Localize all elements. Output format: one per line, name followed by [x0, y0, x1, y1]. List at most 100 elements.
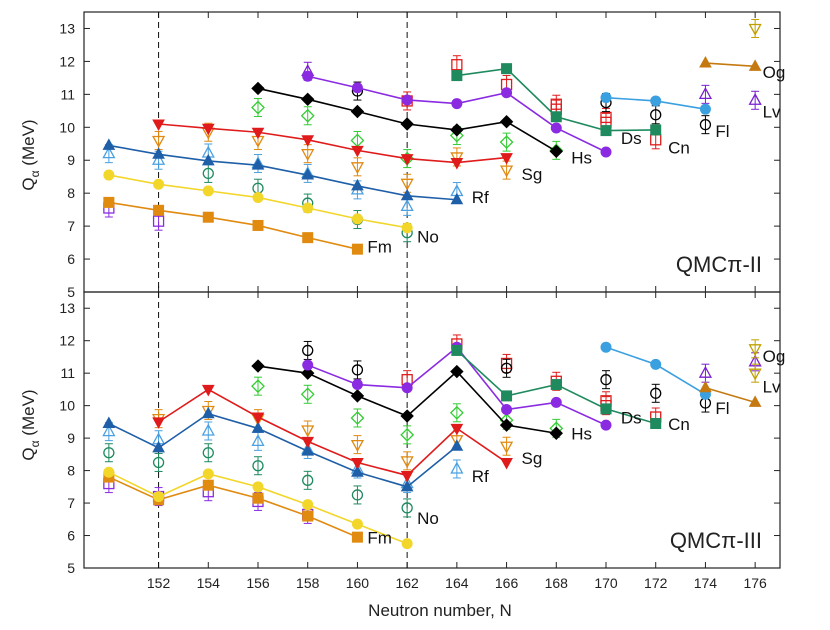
y-tick-label-top: 7 [67, 218, 75, 234]
data-point-no [252, 481, 264, 493]
data-point-fm [103, 196, 115, 208]
experimental-point-fl [650, 387, 662, 399]
data-point-fm [252, 492, 264, 504]
model-label-suffix: -III [736, 528, 762, 553]
experimental-point-sg [400, 456, 414, 469]
element-label-cn: Cn [668, 139, 690, 158]
data-point-fl [650, 358, 662, 370]
data-point-fm [351, 243, 363, 255]
y-tick-label-top: 6 [67, 251, 75, 267]
data-point-rf [450, 439, 464, 451]
data-point-no [401, 538, 413, 550]
experimental-point-lv [698, 87, 713, 100]
experimental-point-no [401, 502, 413, 514]
data-point-rf [351, 465, 364, 477]
data-point-hs [251, 359, 265, 373]
experimental-point-sg [499, 165, 514, 178]
experimental-point-sg [350, 162, 365, 175]
element-label-no: No [417, 228, 439, 247]
element-label-rf: Rf [472, 188, 489, 207]
y-tick-label-bottom: 12 [59, 333, 75, 349]
y-tick-label-top: 8 [67, 185, 75, 201]
element-label-lv: Lv [763, 378, 781, 397]
data-point-no [103, 169, 115, 181]
y-tick-label-bottom: 13 [59, 300, 75, 316]
element-label-fl: Fl [715, 399, 729, 418]
data-point-og [699, 56, 712, 68]
data-point-sg [152, 417, 165, 429]
experimental-point-hs [251, 379, 265, 394]
experimental-point-sg [450, 435, 464, 448]
data-point-sg [201, 123, 215, 136]
data-point-no [202, 468, 214, 480]
experimental-point-sg [400, 178, 414, 191]
experimental-point-hs [499, 135, 514, 150]
data-point-no [103, 466, 115, 478]
data-point-rf [301, 168, 315, 180]
data-point-rf [251, 158, 265, 170]
data-point-no [153, 178, 165, 190]
data-point-cn [451, 344, 463, 356]
data-point-fm [302, 510, 314, 522]
experimental-point-lv [698, 365, 713, 378]
x-tick-label: 160 [346, 575, 370, 591]
element-label-sg: Sg [521, 165, 542, 184]
element-label-cn: Cn [668, 415, 690, 434]
data-point-sg [301, 436, 315, 449]
experimental-point-no [351, 489, 364, 501]
x-tick-label: 166 [495, 575, 519, 591]
series-line-og [705, 62, 756, 68]
data-point-no [401, 222, 413, 234]
x-tick-label: 176 [743, 575, 767, 591]
x-axis-label: Neutron number, N [368, 601, 512, 620]
data-point-og [699, 380, 712, 393]
experimental-point-sg [301, 148, 315, 161]
data-point-fl [600, 341, 612, 353]
data-point-ds [600, 419, 612, 431]
experimental-point-og [748, 344, 762, 357]
experimental-point-hs [449, 405, 464, 420]
experimental-point-sg [301, 425, 315, 438]
data-point-ds [351, 82, 363, 94]
experimental-point-ds [451, 59, 463, 71]
element-label-lv: Lv [763, 102, 781, 121]
x-tick-label: 156 [246, 575, 270, 591]
model-label-top: QMCπ-II [676, 252, 762, 277]
x-tick-label: 172 [644, 575, 668, 591]
experimental-point-hs [300, 108, 315, 123]
data-point-hs [350, 104, 365, 119]
experimental-point-fl [650, 109, 662, 121]
data-point-no [202, 185, 214, 197]
y-tick-label-top: 5 [67, 284, 75, 300]
experimental-point-rf [251, 434, 265, 447]
data-point-cn [650, 124, 662, 136]
x-tick-label: 154 [197, 575, 221, 591]
data-point-fl [600, 92, 612, 104]
y-tick-label-bottom: 11 [60, 365, 75, 381]
data-point-fm [252, 219, 264, 231]
data-point-sg [301, 135, 315, 147]
model-label-prefix: QMCπ [676, 252, 743, 277]
data-point-ds [600, 146, 612, 158]
experimental-point-fm [152, 215, 165, 227]
y-tick-label-top: 9 [67, 152, 75, 168]
data-point-rf [450, 192, 464, 205]
data-point-ds [451, 98, 463, 110]
data-point-hs [499, 114, 514, 129]
element-label-og: Og [763, 63, 786, 82]
data-point-no [351, 518, 363, 530]
y-tick-label-bottom: 8 [67, 463, 75, 479]
data-point-cn [600, 125, 612, 137]
data-point-rf [301, 444, 315, 456]
y-axis-label-bottom: Qα (MeV) [19, 389, 42, 460]
element-label-hs: Hs [571, 425, 592, 444]
data-point-ds [401, 382, 413, 394]
data-point-sg [251, 127, 265, 140]
series-line-rf [108, 144, 457, 201]
data-point-hs [549, 144, 563, 159]
data-point-ds [501, 404, 513, 416]
experimental-point-no [202, 447, 214, 459]
element-label-fm: Fm [367, 237, 392, 256]
data-point-sg [400, 154, 414, 166]
data-point-hs [301, 92, 315, 107]
